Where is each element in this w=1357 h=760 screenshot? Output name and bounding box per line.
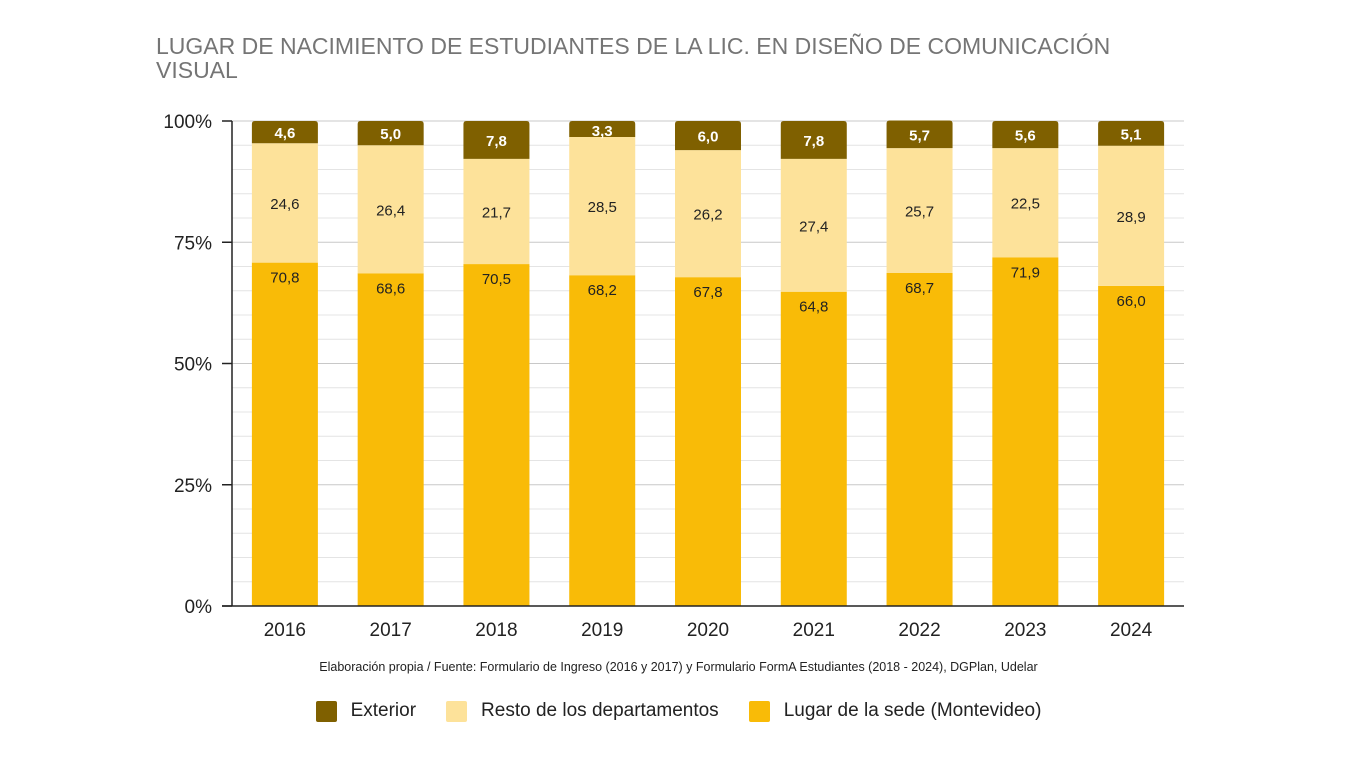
bar-2023-resto-de-los-departamentos [992,148,1059,258]
bar-2022-resto-de-los-departamentos [886,148,953,273]
legend-label: Lugar de la sede (Montevideo) [783,700,1042,721]
bar-2022-exterior [886,120,953,149]
data-label: 68,2 [588,282,617,299]
legend-swatch [748,700,770,722]
chart-source-note: Elaboración propia / Fuente: Formulario … [319,660,1038,674]
data-label: 27,4 [799,218,828,235]
data-label: 26,4 [376,202,405,219]
axes: 0% 25% 50% 75% 100% 2016 2017 2018 2019 2020 2021 2… [163,112,1184,641]
bar-2021-lugar-de-la-sede-montevideo [780,291,847,606]
data-labels: 70,8 24,6 4,6 68,6 26,4 5,0 70,5 21,7 7,8 68,2 28,… [270,123,1145,316]
bar-2018-resto-de-los-departamentos [463,158,530,265]
x-tick-label: 2023 [1004,620,1046,641]
data-label: 6,0 [698,129,719,146]
data-label: 7,8 [486,133,507,150]
data-label: 7,8 [803,133,824,150]
legend-item: Lugar de la sede (Montevideo) [748,700,1042,722]
y-tick-label: 100% [163,112,212,133]
data-label: 24,6 [270,196,299,213]
data-label: 4,6 [274,125,295,142]
bar-2016-exterior [251,121,318,144]
legend-item: Resto de los departamentos [446,700,719,722]
legend-swatch [315,700,337,722]
x-tick-label: 2024 [1110,620,1153,641]
bar-2019-resto-de-los-departamentos [569,137,636,276]
bar-2023-exterior [992,121,1059,149]
data-label: 68,7 [905,280,934,297]
data-label: 3,3 [592,123,613,140]
bar-2024-exterior [1098,121,1165,146]
data-label: 71,9 [1011,264,1040,281]
x-tick-label: 2016 [264,620,306,641]
bar-2016-resto-de-los-departamentos [251,143,318,263]
bar-2020-exterior [675,121,741,151]
data-label: 70,5 [482,271,511,288]
x-tick-label: 2022 [898,620,940,641]
y-tick-label: 50% [174,355,212,376]
data-label: 25,7 [905,203,934,220]
data-label: 28,5 [588,199,617,216]
legend-label: Exterior [350,700,417,721]
y-tick-label: 25% [174,476,212,497]
legend: Exterior Resto de los departamentos Lugar … [0,700,1357,722]
bar-2021-exterior [780,121,847,159]
data-label: 5,0 [380,126,401,143]
data-label: 21,7 [482,204,511,221]
bar-2017-exterior [357,121,424,146]
bar-2018-exterior [463,121,530,159]
data-label: 67,8 [693,284,722,301]
data-label: 5,1 [1121,126,1142,143]
x-tick-label: 2021 [793,620,835,641]
bar-2018-lugar-de-la-sede-montevideo [463,264,530,606]
data-label: 64,8 [799,299,828,316]
x-tick-label: 2017 [370,620,412,641]
bar-2020-lugar-de-la-sede-montevideo [675,277,741,606]
x-tick-label: 2019 [581,620,623,641]
bar-2020-resto-de-los-departamentos [675,150,741,278]
data-label: 70,8 [270,270,299,287]
data-label: 28,9 [1117,209,1146,226]
bar-2016-lugar-de-la-sede-montevideo [251,262,318,606]
data-label: 26,2 [693,207,722,224]
legend-swatch [446,700,468,722]
legend-item: Exterior [315,700,417,722]
data-label: 22,5 [1011,196,1040,213]
bars [251,120,1165,606]
bar-2019-lugar-de-la-sede-montevideo [569,275,636,606]
bar-2019-exterior [569,121,636,138]
bar-2023-lugar-de-la-sede-montevideo [992,257,1059,606]
data-label: 5,6 [1015,128,1036,145]
bar-2024-resto-de-los-departamentos [1098,145,1165,286]
data-label: 66,0 [1117,293,1146,310]
y-tick-label: 0% [185,597,213,618]
data-label: 5,7 [909,127,930,144]
x-tick-label: 2020 [687,620,729,641]
bar-2022-lugar-de-la-sede-montevideo [886,272,953,606]
chart-title: LUGAR DE NACIMIENTO DE ESTUDIANTES DE LA… [156,33,1111,83]
bar-2017-resto-de-los-departamentos [357,145,424,274]
x-tick-label: 2018 [475,620,517,641]
bar-2017-lugar-de-la-sede-montevideo [357,273,424,606]
legend-label: Resto de los departamentos [481,700,719,721]
bar-2024-lugar-de-la-sede-montevideo [1098,285,1165,606]
data-label: 68,6 [376,280,405,297]
bar-2021-resto-de-los-departamentos [780,158,847,292]
y-tick-label: 75% [174,233,212,254]
